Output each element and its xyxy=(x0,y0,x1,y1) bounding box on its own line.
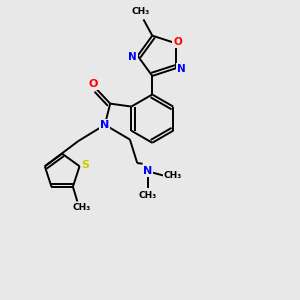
Text: CH₃: CH₃ xyxy=(131,7,150,16)
Text: CH₃: CH₃ xyxy=(164,171,182,180)
Text: N: N xyxy=(128,52,137,62)
Text: N: N xyxy=(177,64,185,74)
Text: N: N xyxy=(100,120,110,130)
Text: CH₃: CH₃ xyxy=(139,191,157,200)
Text: O: O xyxy=(173,37,182,47)
Text: O: O xyxy=(88,79,98,89)
Text: CH₃: CH₃ xyxy=(73,203,91,212)
Text: N: N xyxy=(143,166,152,176)
Text: S: S xyxy=(81,160,89,170)
